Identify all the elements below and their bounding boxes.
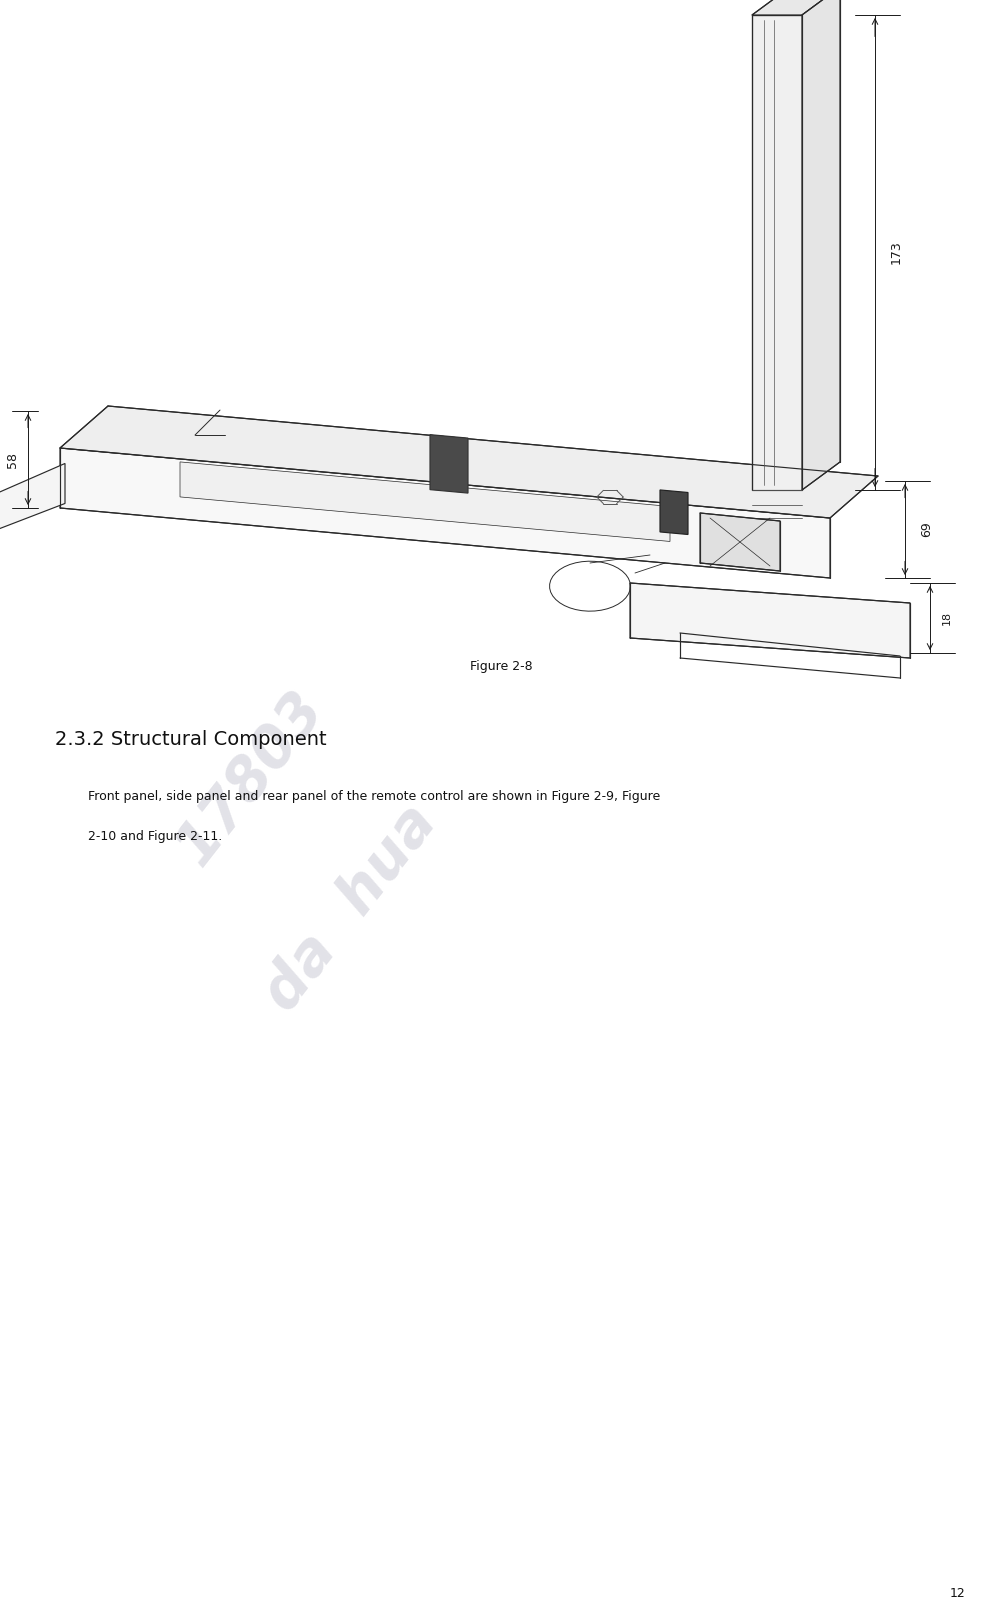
Polygon shape: [700, 513, 780, 571]
Polygon shape: [60, 448, 830, 577]
Polygon shape: [430, 435, 468, 493]
Text: 69: 69: [920, 522, 933, 537]
Text: da  hua: da hua: [254, 795, 448, 1022]
Text: 58: 58: [6, 451, 19, 467]
Text: 2-10 and Figure 2-11.: 2-10 and Figure 2-11.: [88, 830, 222, 843]
Polygon shape: [0, 464, 65, 540]
Polygon shape: [60, 406, 878, 517]
Polygon shape: [802, 0, 840, 490]
Text: Figure 2-8: Figure 2-8: [470, 660, 532, 673]
Polygon shape: [660, 490, 688, 535]
Text: 18: 18: [942, 611, 952, 624]
Polygon shape: [180, 462, 670, 542]
Polygon shape: [752, 15, 802, 490]
Polygon shape: [752, 0, 840, 15]
Text: 173: 173: [890, 240, 903, 264]
Text: 12: 12: [949, 1586, 965, 1599]
Text: Front panel, side panel and rear panel of the remote control are shown in Figure: Front panel, side panel and rear panel o…: [88, 790, 660, 803]
Text: 17803: 17803: [165, 681, 336, 876]
Polygon shape: [630, 582, 910, 659]
Text: 2.3.2 Structural Component: 2.3.2 Structural Component: [55, 730, 327, 749]
